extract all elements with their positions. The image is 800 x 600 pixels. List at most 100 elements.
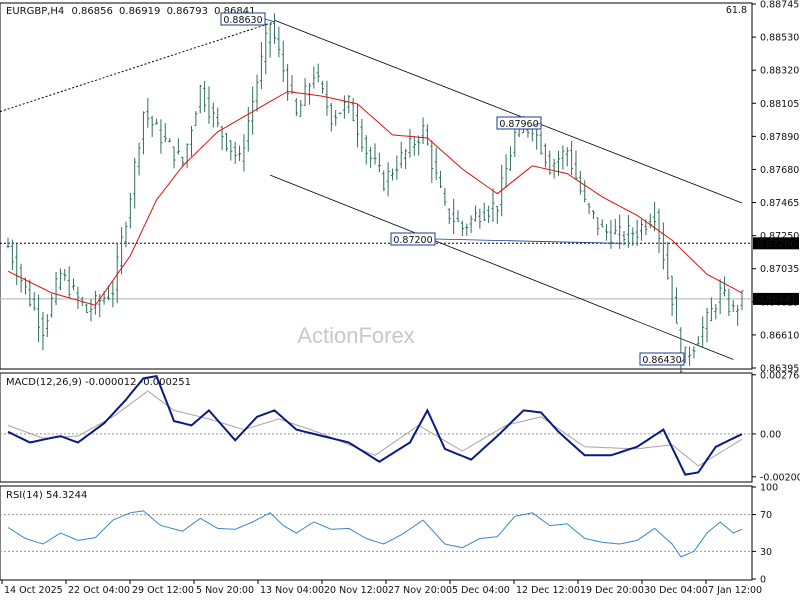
price-callout-text: 0.87200 xyxy=(393,235,432,246)
price-axis-label: 0.88320 xyxy=(760,66,799,77)
macd-line xyxy=(7,374,743,476)
ohlc-bar xyxy=(163,122,167,143)
ohlc-bar xyxy=(543,143,547,168)
ohlc-bar xyxy=(622,230,626,246)
price-callout: 0.86430 xyxy=(639,352,685,366)
ohlc-bar xyxy=(460,220,464,236)
rsi-axis-label: 100 xyxy=(760,483,778,494)
time-axis-label: 5 Dec 04:00 xyxy=(452,585,510,596)
ohlc-bar xyxy=(141,111,145,155)
ohlc-bar xyxy=(439,170,443,189)
time-axis-label: 22 Oct 04:00 xyxy=(68,585,130,596)
macd-panel-frame xyxy=(0,372,753,483)
ohlc-bar xyxy=(85,303,89,314)
price-axis-label: 0.87250 xyxy=(760,231,799,242)
ohlc-bar xyxy=(487,205,491,223)
time-axis-label: 12 Dec 12:00 xyxy=(516,585,580,596)
ohlc-bar xyxy=(539,130,543,155)
rsi-panel: RSI(14) 54.3244 xyxy=(0,485,753,581)
price-badge-text: 0.87200 xyxy=(757,239,796,250)
price-callout: 0.87960 xyxy=(496,116,542,130)
price-callout: 0.87200 xyxy=(390,232,620,246)
channel-lower-line xyxy=(269,174,734,360)
ohlc-bar xyxy=(565,147,569,167)
price-badge-box xyxy=(753,237,799,250)
price-callout-pointer xyxy=(264,18,275,23)
price-axis-label: 0.87035 xyxy=(760,264,799,275)
ohlc-bar xyxy=(456,210,460,222)
ohlc-bar xyxy=(421,117,425,144)
ohlc-bar xyxy=(727,288,731,316)
ohlc-bar xyxy=(369,146,373,168)
ohlc-bar xyxy=(447,208,451,225)
ohlc-bar xyxy=(294,98,298,117)
macd-axis-label: 0.00 xyxy=(760,429,781,440)
price-badge-box xyxy=(753,292,799,305)
ohlc-bar xyxy=(93,290,97,315)
ohlc-bar xyxy=(67,266,71,299)
ohlc-bar xyxy=(198,84,202,114)
price-callout: 0.88630 xyxy=(220,12,275,26)
price-callout-text: 0.86430 xyxy=(642,355,681,366)
ohlc-bar xyxy=(329,102,333,132)
ohlc-bar xyxy=(10,239,14,270)
ohlc-bar xyxy=(583,180,587,203)
ohlc-bar xyxy=(631,227,635,246)
ohlc-bar xyxy=(150,115,154,137)
ohlc-bar xyxy=(714,304,718,320)
ohlc-bar xyxy=(596,217,600,236)
time-axis-label: 19 Dec 20:00 xyxy=(580,585,644,596)
ohlc-bar xyxy=(273,13,277,44)
price-axis-label: 0.88105 xyxy=(760,99,799,110)
time-axis-label: 27 Nov 20:00 xyxy=(388,585,452,596)
macd-signal-line xyxy=(7,390,743,467)
ohlc-bar xyxy=(526,128,530,138)
ohlc-bar xyxy=(220,125,224,151)
ohlc-bar xyxy=(277,26,281,58)
ohlc-bar xyxy=(482,202,486,222)
price-content: 0.88630 0.87960 0.87200 0.86430 xyxy=(0,12,752,377)
rsi-line xyxy=(7,510,743,558)
ohlc-bar xyxy=(382,170,386,192)
ohlc-bar xyxy=(259,42,263,90)
time-axis-label: 5 Nov 20:00 xyxy=(196,585,254,596)
ohlc-bar xyxy=(312,66,316,89)
ohlc-bar xyxy=(342,95,346,119)
ohlc-bar xyxy=(72,278,76,291)
channel-upper-line xyxy=(274,19,743,204)
ohlc-bar xyxy=(50,293,54,318)
ohlc-bar xyxy=(155,118,159,125)
macd-axis-label: 0.002764 xyxy=(760,370,800,381)
ohlc-bar xyxy=(696,336,700,345)
ohlc-bar xyxy=(469,215,473,234)
time-axis-label: 7 Jan 12:00 xyxy=(708,585,762,596)
ohlc-bar xyxy=(211,102,215,128)
price-axis-label: 0.87890 xyxy=(760,132,799,143)
ohlc-bar xyxy=(281,40,285,83)
ohlc-bar xyxy=(412,135,416,156)
rsi-content xyxy=(0,510,752,558)
ohlc-bar xyxy=(98,293,102,318)
price-callout-pointer xyxy=(434,238,620,244)
ohlc-bar xyxy=(194,111,198,127)
rsi-axis-label: 0 xyxy=(760,575,766,586)
ohlc-bar xyxy=(674,287,678,324)
ohlc-bar xyxy=(574,150,578,180)
ohlc-bar xyxy=(404,148,408,170)
ohlc-bar xyxy=(251,86,255,135)
ohlc-bar xyxy=(425,124,429,146)
ohlc-bar xyxy=(390,168,394,181)
moving-average-line xyxy=(7,90,743,306)
rsi-header: RSI(14) 54.3244 xyxy=(6,490,87,501)
ohlc-bar xyxy=(508,146,512,171)
ohlc-bar xyxy=(360,118,364,152)
price-badge: 0.87200 xyxy=(753,237,799,250)
ohlc-bar xyxy=(115,242,119,304)
ohlc-bar xyxy=(207,86,211,124)
ohlc-bar xyxy=(176,138,180,155)
ohlc-bar xyxy=(653,201,657,232)
ohlc-bar xyxy=(264,23,268,75)
ohlc-bar xyxy=(373,143,377,165)
